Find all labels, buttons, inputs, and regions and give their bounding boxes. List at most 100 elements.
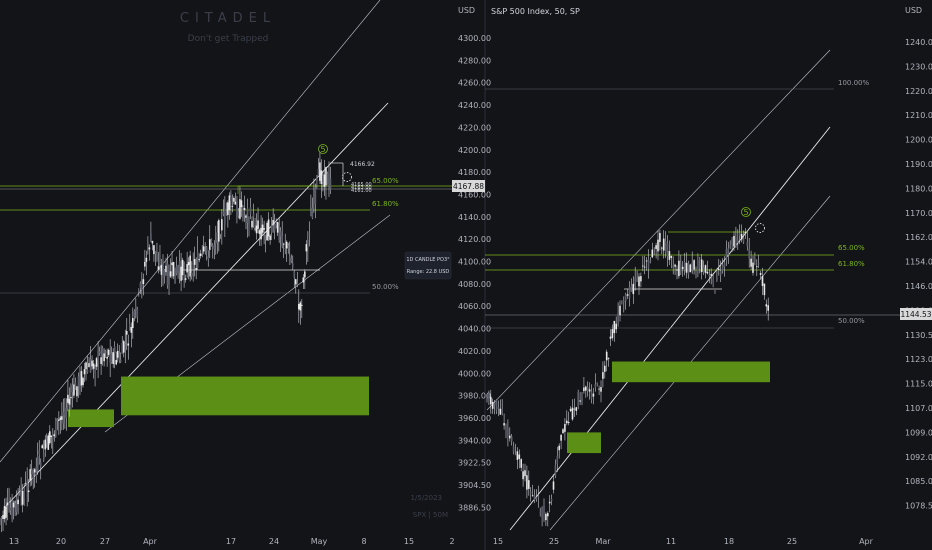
right-chart-panel[interactable]: S&P 500 Index, 50, SP 5 100.00% 65.00% 6…	[485, 6, 932, 546]
right-candle-body	[543, 505, 545, 512]
left-y-tick: 4120.00	[458, 235, 491, 244]
left-candle-body	[156, 254, 158, 261]
candle-info-box[interactable]: 1D CANDLE PO3° Range: 22.8 USD	[404, 251, 452, 280]
left-candle-body	[319, 162, 321, 181]
right-candle-body	[615, 323, 617, 330]
left-candle-body	[62, 412, 65, 424]
left-candle-body	[272, 220, 274, 226]
right-candle-body	[503, 423, 505, 426]
right-candle-body	[738, 233, 741, 236]
left-candle-body	[47, 435, 50, 450]
right-candle-body	[626, 294, 629, 296]
left-candle-body	[148, 247, 151, 250]
right-candle-body	[670, 255, 673, 258]
right-candle-body	[649, 261, 652, 263]
left-candle-body	[313, 190, 315, 204]
right-y-tick: 1154.00	[905, 258, 932, 267]
left-candle-body	[225, 212, 228, 215]
left-price-tag: 4167.88	[452, 180, 485, 192]
left-candle-body	[249, 206, 252, 214]
right-candle-body	[588, 389, 591, 392]
left-candle-body	[91, 360, 93, 367]
right-candle-body	[759, 273, 762, 275]
left-y-tick: 3980.00	[458, 392, 491, 401]
left-candle-body	[11, 500, 13, 519]
right-x-tick: 15	[493, 537, 503, 546]
left-candle-body	[132, 318, 134, 328]
right-candle-body	[558, 445, 560, 451]
right-candle-body	[605, 351, 608, 361]
left-demand-zones	[68, 376, 369, 428]
left-candle-body	[291, 263, 294, 268]
right-x-axis[interactable]: 15 25 Mar 11 18 25 Apr	[493, 537, 874, 546]
right-channel-upper	[486, 49, 831, 411]
right-candle-body	[545, 513, 547, 521]
left-candle-body	[42, 453, 45, 460]
left-candle-body	[234, 201, 237, 205]
left-candle-body	[145, 257, 148, 262]
left-candle-body	[0, 519, 1, 522]
left-candle-body	[110, 353, 113, 363]
left-candle-body	[142, 279, 145, 284]
right-candle-body	[562, 429, 564, 434]
left-candle-body	[322, 175, 324, 183]
left-x-axis[interactable]: 13 20 27 Apr 17 24 May 8 15 2	[9, 537, 455, 546]
left-candle-body	[53, 434, 56, 437]
right-candle-body	[643, 266, 646, 268]
right-demand-zones	[567, 361, 770, 454]
left-y-tick: 4220.00	[458, 123, 491, 132]
left-x-tick: 17	[226, 537, 236, 546]
right-candle-body	[699, 266, 701, 267]
left-candle-body	[193, 259, 196, 265]
left-candle-body	[181, 259, 184, 276]
right-candle-body	[581, 398, 583, 402]
left-wave-label: 5	[320, 145, 325, 154]
left-y-tick: 4260.00	[458, 79, 491, 88]
left-candle-body	[288, 256, 291, 265]
left-candle-body	[228, 195, 231, 211]
left-candle-body	[109, 350, 111, 363]
left-candle-body	[8, 502, 10, 510]
right-candle-body	[651, 249, 654, 258]
right-candle-body	[510, 436, 513, 442]
right-candle-body	[592, 393, 595, 397]
right-candle-body	[497, 407, 500, 409]
right-y-tick: 1078.50	[905, 502, 932, 511]
left-candle-body	[233, 198, 235, 202]
left-candle-body	[310, 209, 312, 217]
left-candle-body	[76, 386, 78, 397]
right-candle-body	[600, 387, 602, 392]
left-candle-body	[258, 230, 261, 234]
right-candle-body	[607, 357, 610, 359]
right-candle-body	[630, 285, 633, 292]
left-candle-body	[329, 178, 332, 190]
right-candle-body	[490, 396, 492, 405]
left-y-tick: 4160.00	[458, 190, 491, 199]
right-candle-body	[566, 420, 568, 424]
right-candle-body	[547, 513, 549, 517]
right-candle-body	[507, 427, 509, 438]
left-candle-body	[171, 262, 173, 266]
left-y-tick: 4100.00	[458, 258, 491, 267]
right-candle-body	[535, 497, 538, 499]
right-y-tick: 1162.00	[905, 233, 932, 242]
right-candle-body	[718, 268, 720, 270]
right-candle-body	[746, 241, 749, 246]
right-candle-body	[505, 430, 507, 432]
left-candle-body	[245, 215, 247, 218]
left-candle-body	[213, 245, 216, 250]
right-y-axis[interactable]: 1240.00 1230.00 1220.00 1210.00 1200.00 1190.…	[905, 38, 932, 511]
left-candle-body	[205, 247, 208, 252]
right-candle-body	[586, 387, 589, 391]
left-candle-body	[275, 224, 277, 225]
right-wave-label: 5	[743, 208, 748, 217]
left-candle-body	[222, 211, 225, 215]
left-candle-body	[219, 238, 222, 239]
left-candle-body	[103, 353, 105, 362]
left-candle-body	[269, 235, 271, 240]
left-y-axis[interactable]: 4300.00 4280.00 4260.00 4240.00 4220.00 4200.…	[458, 34, 491, 512]
left-chart-panel[interactable]: CITADEL Don't get Trapped 5 4166.92 4165…	[0, 0, 491, 546]
candle-info-title: 1D CANDLE PO3°	[406, 257, 450, 263]
footer-date: 1/5/2023	[411, 494, 442, 502]
left-candle-body	[14, 501, 16, 503]
